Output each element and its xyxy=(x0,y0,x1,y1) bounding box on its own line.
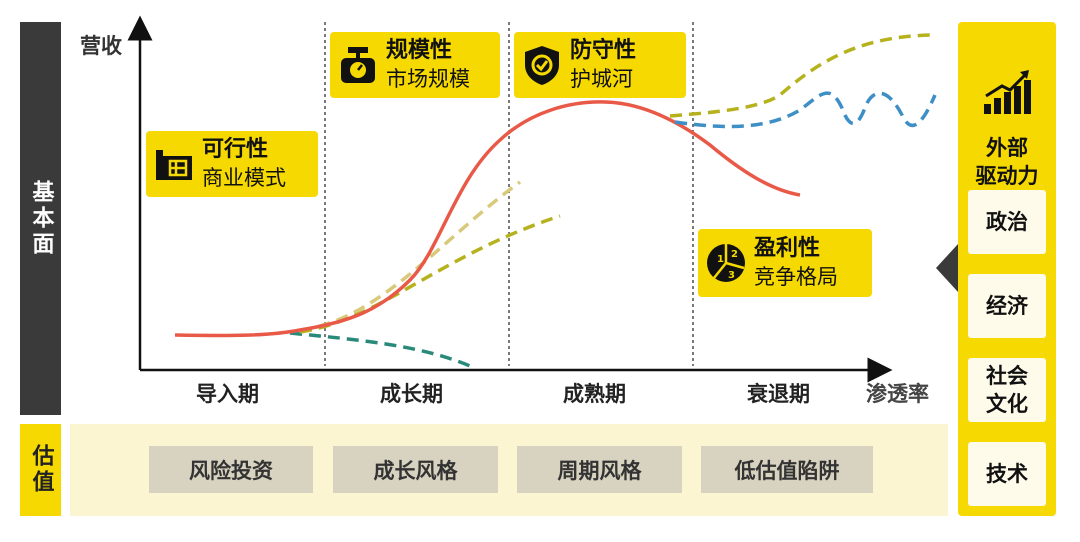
card-scale: 规模性 市场规模 xyxy=(330,32,500,98)
card-subtitle: 市场规模 xyxy=(386,67,470,91)
y-axis-label: 营收 xyxy=(80,34,122,58)
card-title: 规模性 xyxy=(386,38,453,63)
external-drivers-panel: 外部 驱动力 xyxy=(958,22,1056,516)
card-subtitle: 护城河 xyxy=(570,67,633,91)
svg-text:3: 3 xyxy=(728,270,735,281)
bar-chart-growth-icon xyxy=(984,70,1031,114)
valuation-style-venture: 风险投资 xyxy=(149,446,313,493)
card-title: 盈利性 xyxy=(754,236,821,261)
factor-technology: 技术 xyxy=(968,442,1046,506)
scale-icon xyxy=(341,47,375,83)
fundamentals-label-bar: 基本面 xyxy=(20,22,61,415)
card-title: 可行性 xyxy=(202,137,269,162)
main-lifecycle-curve xyxy=(174,100,801,338)
card-subtitle: 商业模式 xyxy=(202,166,286,190)
failure-branch-curve xyxy=(289,331,471,368)
pointer-triangle xyxy=(936,244,958,292)
phase-introduction: 导入期 xyxy=(196,382,259,406)
growth-branch-curve-lower xyxy=(299,214,561,334)
valuation-style-value-trap: 低估值陷阱 xyxy=(701,446,873,493)
valuation-style-growth: 成长风格 xyxy=(333,446,498,493)
pie-chart-icon: 1 2 3 xyxy=(707,244,745,282)
phase-maturity: 成熟期 xyxy=(563,382,626,406)
phase-decline: 衰退期 xyxy=(747,382,810,406)
valuation-label: 估值 xyxy=(28,444,54,496)
factor-society-culture: 社会 文化 xyxy=(968,358,1046,422)
svg-text:1: 1 xyxy=(717,254,724,265)
factor-economy: 经济 xyxy=(968,274,1046,338)
growth-branch-curve-upper xyxy=(299,180,522,332)
renewal-curve-blue xyxy=(674,91,937,129)
phase-growth: 成长期 xyxy=(380,382,443,406)
card-defensibility: 防守性 护城河 xyxy=(514,32,686,98)
fundamentals-label: 基本面 xyxy=(28,179,54,258)
valuation-label-bar: 估值 xyxy=(20,424,61,516)
factor-politics: 政治 xyxy=(968,190,1046,254)
card-subtitle: 竞争格局 xyxy=(754,265,838,289)
x-axis-label: 渗透率 xyxy=(866,382,929,406)
external-drivers-title: 外部 驱动力 xyxy=(958,134,1056,190)
valuation-style-cyclical: 周期风格 xyxy=(517,446,682,493)
svg-text:2: 2 xyxy=(731,249,738,260)
blueprint-icon xyxy=(156,150,192,180)
external-title-line2: 驱动力 xyxy=(975,164,1039,188)
card-title: 防守性 xyxy=(570,38,637,63)
shield-icon xyxy=(525,46,559,85)
card-feasibility: 可行性 商业模式 xyxy=(146,131,318,197)
card-profitability: 1 2 3 盈利性 竞争格局 xyxy=(698,229,872,297)
renewal-curve-olive xyxy=(669,33,931,118)
external-title-line1: 外部 xyxy=(986,136,1028,160)
